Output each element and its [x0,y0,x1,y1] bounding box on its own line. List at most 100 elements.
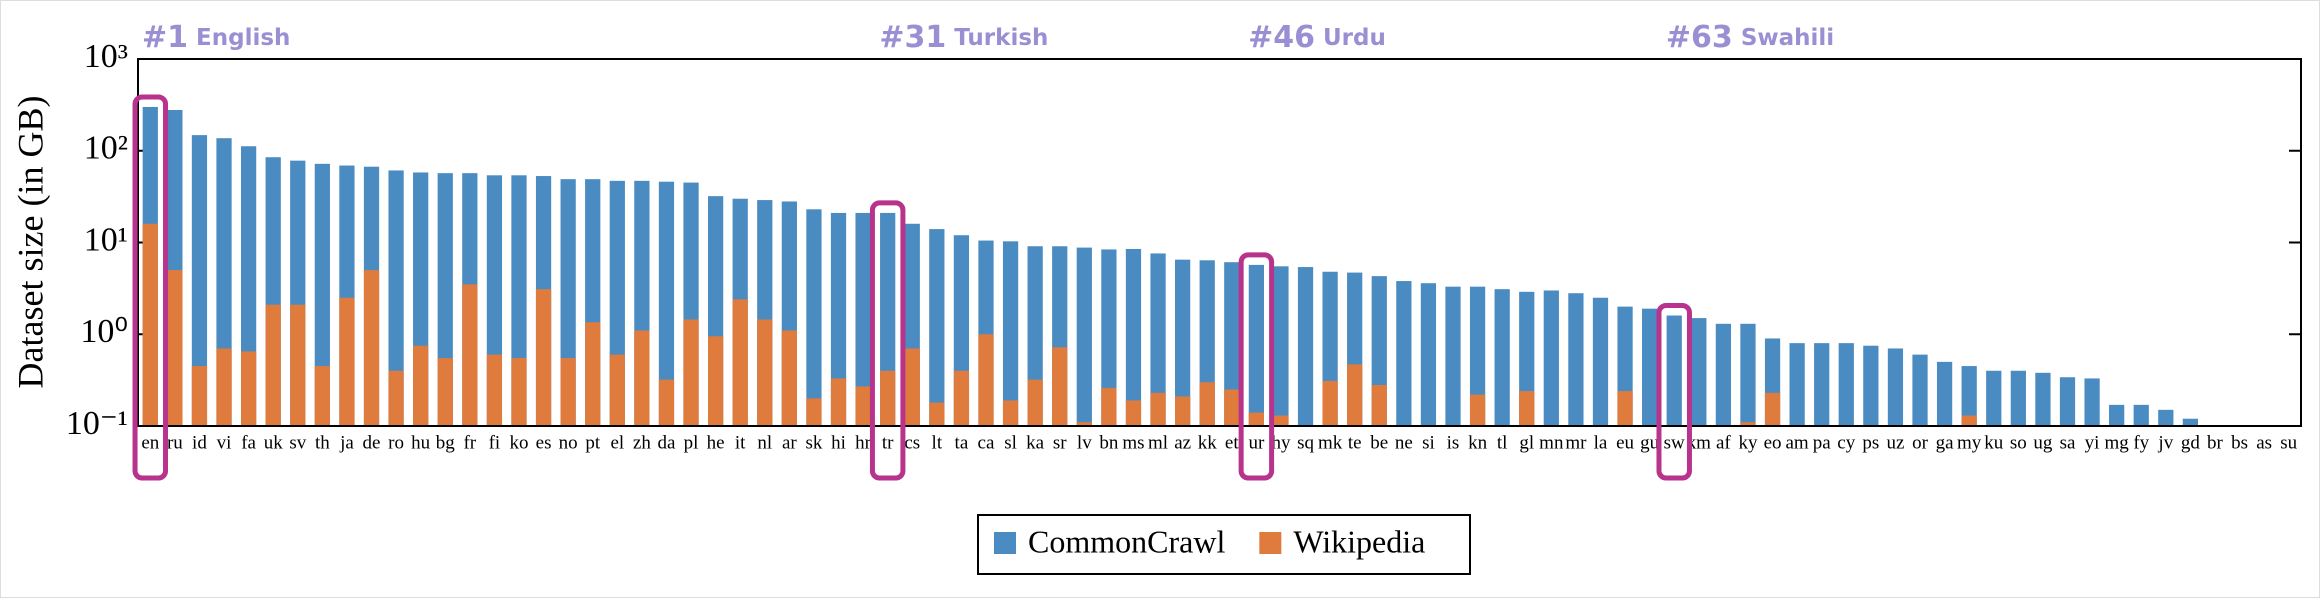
y-tick-label: 10² [84,130,128,167]
x-tick-label: ps [1862,432,1879,453]
x-tick-label: bn [1099,432,1119,453]
x-tick-label: la [1594,432,1608,453]
x-tick-label: en [141,432,159,453]
y-axis-label: Dataset size (in GB) [10,96,50,389]
bar [2182,418,2199,426]
bar [1297,267,1314,426]
highlight-box [1656,303,1692,481]
x-tick-label: my [1957,432,1982,453]
x-tick-label: pt [585,432,601,453]
bar [1150,392,1166,426]
x-tick-label: af [1716,432,1731,453]
annotation: #46 Urdu [1248,20,1386,55]
x-tick-label: de [363,432,381,453]
annotation-name: Urdu [1323,25,1386,51]
bar [290,304,306,426]
bar [2059,377,2076,426]
bar [1469,394,1486,426]
x-tick-label: so [2010,432,2027,453]
bar [363,270,380,426]
bar [191,135,208,427]
x-tick-label: tr [882,432,894,453]
bar [167,270,183,426]
x-tick-label: fa [241,432,256,453]
annotation-name: English [196,25,290,51]
x-tick-label: bs [2231,432,2248,453]
annotation: #31 Turkish [879,20,1048,55]
x-tick-label: sk [805,432,822,453]
x-tick-label: be [1370,432,1388,453]
bar [1396,281,1412,426]
bar [1248,264,1264,426]
bar [1125,400,1142,426]
bar [2158,409,2174,426]
bar [1740,422,1756,426]
bar [191,366,208,426]
x-tick-label: kn [1468,432,1488,453]
bar [462,284,478,426]
x-tick-label: bg [436,432,456,453]
bar [1666,315,1682,426]
bar [314,163,330,427]
bar [929,229,945,426]
highlight-box [869,200,906,481]
bar [634,330,650,426]
bar [486,354,503,426]
x-tick-label: id [192,432,207,453]
legend-label: Wikipedia [1293,523,1425,559]
x-tick-label: te [1348,432,1362,453]
annotation-name: Swahili [1741,25,1834,51]
bar [1076,422,1092,426]
bar [585,322,601,426]
bar [1592,297,1609,426]
x-tick-label: km [1687,432,1712,453]
annotation: #63 Swahili [1666,20,1834,55]
bar [1494,289,1510,426]
bar [2084,378,2100,426]
bar [1936,361,1953,426]
bar [1347,364,1363,426]
x-tick-label: nl [757,432,772,453]
bar [2010,370,2026,426]
bar [265,304,281,426]
bar [1814,343,1830,426]
bar [806,398,822,426]
x-tick-label: pl [684,432,699,453]
x-tick-label: hy [1271,432,1291,453]
x-tick-label: ru [167,432,183,453]
bar [658,181,675,426]
x-tick-label: ka [1026,432,1045,453]
annotation-rank: #63 [1666,20,1733,55]
bar [1150,253,1166,426]
bar [609,354,625,426]
x-tick-label: mk [1318,432,1343,453]
x-tick-label: sl [1004,432,1017,453]
x-tick-label: ur [1248,432,1265,453]
bar [1887,348,1904,426]
bar [1961,366,1977,426]
x-tick-label: su [2280,432,2297,453]
x-tick-label: zh [633,432,651,453]
bar [1175,259,1191,426]
x-tick-label: si [1422,432,1435,453]
x-tick-label: tl [1497,432,1508,453]
x-tick-label: cy [1837,432,1855,453]
x-tick-label: fr [463,432,476,453]
bar [683,319,699,426]
bar [830,378,847,426]
x-tick-label: jv [2157,432,2173,453]
bar [1224,389,1240,426]
bar [1617,391,1633,426]
x-tick-label: eo [1764,432,1782,453]
bar [855,212,871,426]
bar [880,370,896,426]
bar [2133,404,2149,426]
bar [1863,345,1879,426]
x-tick-label: hr [855,432,872,453]
legend-swatch [1259,532,1282,554]
legend-box [977,514,1471,575]
x-tick-label: ko [509,432,528,453]
x-tick-label: ne [1395,432,1413,453]
x-tick-label: mn [1539,432,1564,453]
bar [339,297,355,426]
